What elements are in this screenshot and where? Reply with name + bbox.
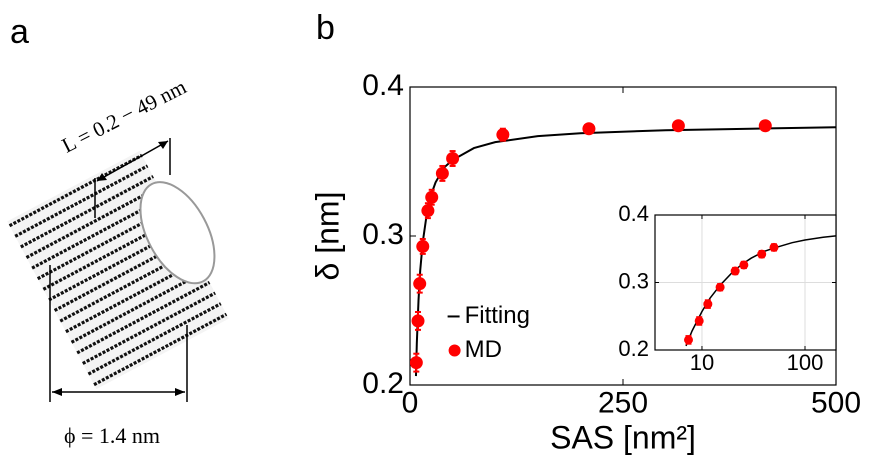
data-point [683, 335, 693, 345]
panel-label: a [10, 13, 29, 51]
plot-area [410, 119, 836, 377]
x-tick-label: 250 [598, 386, 648, 419]
legend-label: MD [465, 336, 502, 363]
x-tick-label: 500 [811, 386, 861, 419]
legend-symbol [448, 344, 461, 357]
y-tick-label: 0.2 [362, 367, 404, 400]
y-tick-label: 0.4 [362, 69, 404, 102]
data-point [421, 204, 435, 218]
y-tick-label: 0.2 [618, 336, 649, 361]
y-tick-label: 0.3 [362, 218, 404, 251]
data-point [410, 356, 423, 370]
y-tick-label: 0.4 [618, 201, 649, 226]
data-point [496, 128, 510, 142]
data-point [413, 277, 427, 291]
data-point [582, 122, 596, 136]
data-point [446, 152, 460, 166]
data-point [411, 314, 425, 328]
x-tick-label: 10 [690, 350, 714, 375]
panel-label: b [316, 9, 335, 47]
nanotube-diagram [7, 138, 229, 402]
y-axis-label: δ [nm] [309, 192, 345, 281]
data-point [694, 316, 704, 326]
data-point [703, 299, 713, 309]
data-point [671, 119, 685, 133]
data-point [758, 119, 772, 133]
x-tick-label: 0 [402, 386, 419, 419]
data-point [757, 249, 767, 259]
y-tick-label: 0.3 [618, 268, 649, 293]
fit-line [685, 235, 836, 347]
plot-frame [654, 214, 837, 351]
legend-label: Fitting [465, 302, 530, 329]
data-point [425, 190, 439, 204]
data-point [769, 242, 779, 252]
x-tick-label: 100 [787, 350, 824, 375]
diameter-label: ϕ = 1.4 nm [64, 423, 160, 448]
data-point [715, 282, 725, 292]
data-point [739, 260, 749, 270]
data-point [435, 166, 449, 180]
data-point [416, 239, 430, 253]
x-axis-label: SAS [nm²] [550, 419, 696, 455]
plot-area [683, 235, 836, 347]
data-point [730, 266, 740, 276]
